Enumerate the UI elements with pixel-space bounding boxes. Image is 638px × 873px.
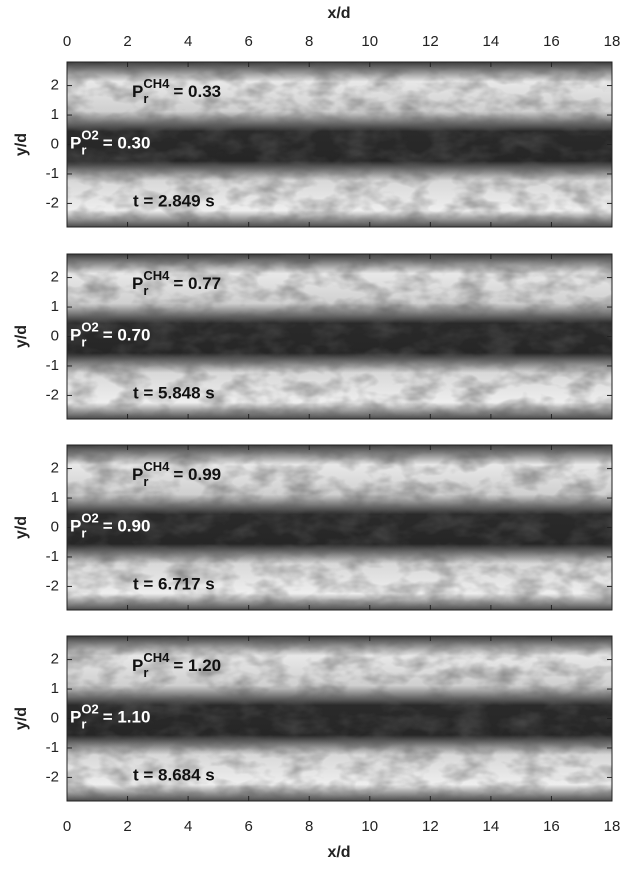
time-label: t = 8.684 s: [133, 765, 215, 784]
subscript: r: [81, 717, 86, 732]
subscript: r: [143, 91, 148, 106]
y-tick-label: 1: [51, 298, 59, 315]
subscript: r: [143, 665, 148, 680]
x-tick-label: 16: [543, 818, 560, 835]
y-axis-label: y/d: [13, 325, 30, 348]
y-tick-label: -1: [46, 548, 59, 565]
value-label: = 1.10: [103, 708, 151, 727]
y-tick-label: -1: [46, 357, 59, 374]
symbol: P: [70, 326, 81, 345]
y-tick-label: -2: [46, 386, 59, 403]
x-tick-label: 14: [483, 818, 500, 835]
superscript: CH4: [143, 76, 170, 91]
x-tick-label: 18: [604, 33, 621, 50]
superscript: O2: [81, 128, 98, 143]
time-label: t = 2.849 s: [133, 191, 215, 210]
subscript: r: [81, 143, 86, 158]
value-label: = 1.20: [173, 656, 221, 675]
y-tick-label: 0: [51, 518, 59, 535]
y-tick-label: 0: [51, 135, 59, 152]
subscript: r: [143, 283, 148, 298]
y-tick-label: -1: [46, 165, 59, 182]
time-label: t = 5.848 s: [133, 383, 215, 402]
subscript: r: [81, 526, 86, 541]
x-tick-label: 16: [543, 33, 560, 50]
y-tick-label: 1: [51, 489, 59, 506]
value-label: = 0.30: [103, 134, 151, 153]
superscript: O2: [81, 511, 98, 526]
superscript: CH4: [143, 459, 170, 474]
value-label: = 0.90: [103, 517, 151, 536]
y-tick-label: 1: [51, 680, 59, 697]
symbol: P: [70, 708, 81, 727]
y-tick-label: -2: [46, 194, 59, 211]
x-tick-label: 8: [305, 33, 313, 50]
y-tick-label: 2: [51, 651, 59, 668]
y-tick-label: -2: [46, 577, 59, 594]
y-tick-label: -1: [46, 739, 59, 756]
x-tick-label: 18: [604, 818, 621, 835]
value-label: = 0.99: [173, 465, 221, 484]
x-tick-label: 2: [123, 818, 131, 835]
y-tick-label: 1: [51, 106, 59, 123]
x-tick-label: 6: [244, 33, 252, 50]
y-tick-label: 0: [51, 709, 59, 726]
symbol: P: [70, 134, 81, 153]
y-tick-label: 2: [51, 77, 59, 94]
symbol: P: [132, 656, 143, 675]
symbol: P: [70, 517, 81, 536]
y-axis-label: y/d: [13, 707, 30, 730]
superscript: CH4: [143, 650, 170, 665]
x-tick-label: 12: [422, 818, 439, 835]
y-tick-label: 2: [51, 460, 59, 477]
x-tick-label: 10: [361, 33, 378, 50]
y-axis-label: y/d: [13, 516, 30, 539]
x-tick-label: 2: [123, 33, 131, 50]
x-tick-label: 14: [483, 33, 500, 50]
superscript: O2: [81, 320, 98, 335]
time-label: t = 6.717 s: [133, 574, 215, 593]
figure: x/d x/d 024681012141618-2-1012y/dPCH4r= …: [0, 0, 638, 868]
y-axis-label: y/d: [13, 133, 30, 156]
x-tick-label: 4: [184, 33, 192, 50]
y-tick-label: 2: [51, 269, 59, 286]
symbol: P: [132, 274, 143, 293]
x-tick-label: 0: [63, 818, 71, 835]
x-tick-label: 8: [305, 818, 313, 835]
subscript: r: [81, 335, 86, 350]
x-tick-label: 6: [244, 818, 252, 835]
x-axis-label: x/d: [327, 844, 350, 861]
x-tick-label: 4: [184, 818, 192, 835]
x-tick-label: 10: [361, 818, 378, 835]
symbol: P: [132, 465, 143, 484]
value-label: = 0.77: [173, 274, 221, 293]
y-tick-label: 0: [51, 327, 59, 344]
value-label: = 0.33: [173, 82, 221, 101]
value-label: = 0.70: [103, 326, 151, 345]
x-tick-label: 12: [422, 33, 439, 50]
x-tick-label: 0: [63, 33, 71, 50]
superscript: CH4: [143, 268, 170, 283]
symbol: P: [132, 82, 143, 101]
subscript: r: [143, 474, 148, 489]
superscript: O2: [81, 702, 98, 717]
x-axis-label: x/d: [327, 5, 350, 22]
y-tick-label: -2: [46, 768, 59, 785]
